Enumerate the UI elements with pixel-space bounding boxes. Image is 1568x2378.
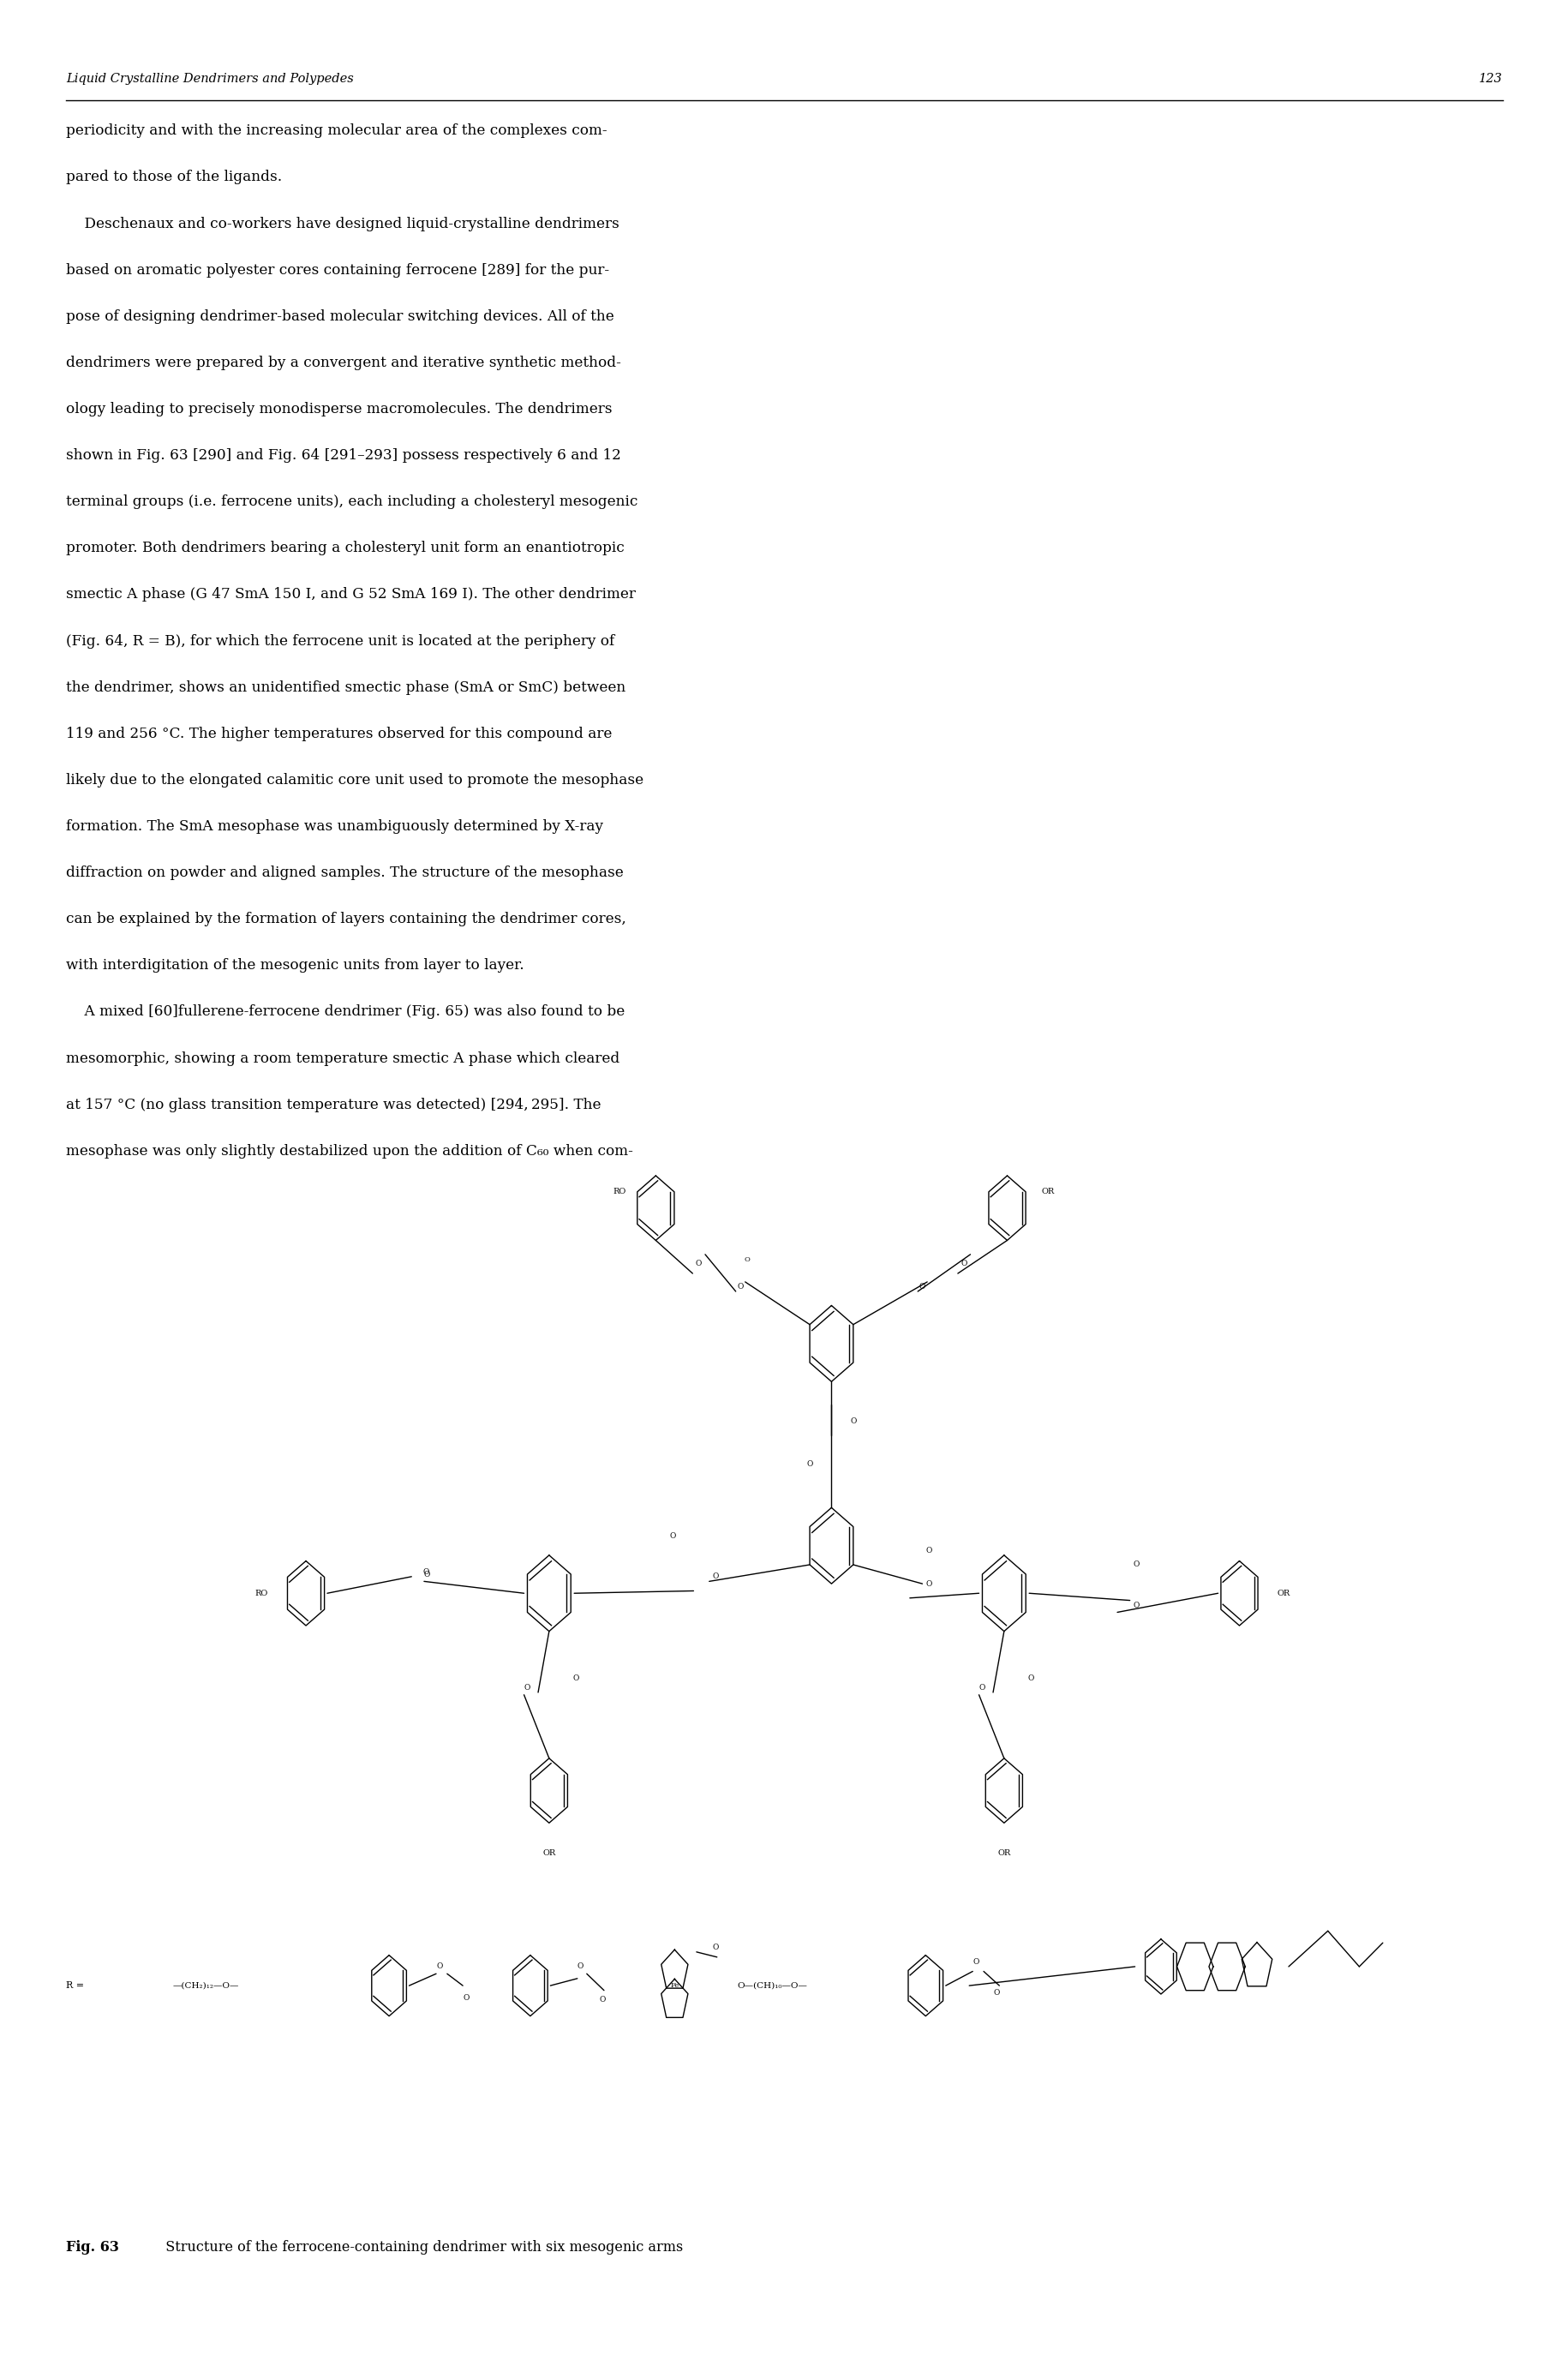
Text: pose of designing dendrimer-based molecular switching devices. All of the: pose of designing dendrimer-based molecu… [66, 309, 613, 323]
Text: pared to those of the ligands.: pared to those of the ligands. [66, 171, 282, 185]
Text: O: O [577, 1962, 583, 1971]
Text: OR: OR [543, 1848, 555, 1857]
Text: Deschenaux and co-workers have designed liquid-crystalline dendrimers: Deschenaux and co-workers have designed … [66, 216, 619, 231]
Text: O: O [524, 1684, 530, 1691]
Text: O: O [925, 1546, 931, 1555]
Text: terminal groups (i.e. ferrocene units), each including a cholesteryl mesogenic: terminal groups (i.e. ferrocene units), … [66, 495, 637, 509]
Text: (Fig. 64, R = B), for which the ferrocene unit is located at the periphery of: (Fig. 64, R = B), for which the ferrocen… [66, 633, 615, 649]
Text: periodicity and with the increasing molecular area of the complexes com-: periodicity and with the increasing mole… [66, 124, 607, 138]
Text: O: O [993, 1988, 999, 1998]
Text: O: O [850, 1417, 856, 1424]
Text: —(CH₂)₁₂—O—: —(CH₂)₁₂—O— [172, 1981, 238, 1990]
Text: O: O [463, 1993, 469, 2002]
Text: can be explained by the formation of layers containing the dendrimer cores,: can be explained by the formation of lay… [66, 911, 626, 927]
Text: O: O [670, 1531, 676, 1541]
Text: based on aromatic polyester cores containing ferrocene [289] for the pur-: based on aromatic polyester cores contai… [66, 262, 608, 278]
Text: O: O [919, 1282, 925, 1291]
Text: diffraction on powder and aligned samples. The structure of the mesophase: diffraction on powder and aligned sample… [66, 866, 622, 880]
Text: the dendrimer, shows an unidentified smectic phase (SmA or SmC) between: the dendrimer, shows an unidentified sme… [66, 680, 626, 694]
Text: O: O [712, 1572, 718, 1581]
Text: shown in Fig. 63 [290] and Fig. 64 [291–293] possess respectively 6 and 12: shown in Fig. 63 [290] and Fig. 64 [291–… [66, 447, 621, 464]
Text: O: O [806, 1460, 812, 1467]
Text: smectic A phase (G 47 SmA 150 I, and G 52 SmA 169 I). The other dendrimer: smectic A phase (G 47 SmA 150 I, and G 5… [66, 587, 635, 602]
Text: O: O [737, 1282, 743, 1291]
Text: Fig. 63: Fig. 63 [66, 2240, 119, 2254]
Text: 123: 123 [1479, 71, 1502, 83]
Text: O: O [599, 1995, 605, 2005]
Text: O: O [423, 1569, 430, 1579]
Text: O: O [972, 1957, 978, 1967]
Text: O: O [695, 1260, 701, 1267]
Text: O: O [961, 1260, 967, 1267]
Text: with interdigitation of the mesogenic units from layer to layer.: with interdigitation of the mesogenic un… [66, 958, 524, 973]
Text: mesomorphic, showing a room temperature smectic A phase which cleared: mesomorphic, showing a room temperature … [66, 1051, 619, 1065]
Text: Liquid Crystalline Dendrimers and Polypedes: Liquid Crystalline Dendrimers and Polype… [66, 71, 353, 83]
Text: 119 and 256 °C. The higher temperatures observed for this compound are: 119 and 256 °C. The higher temperatures … [66, 725, 612, 742]
Text: at 157 °C (no glass transition temperature was detected) [294, 295]. The: at 157 °C (no glass transition temperatu… [66, 1096, 601, 1113]
Text: OR: OR [997, 1848, 1010, 1857]
Text: O—(CH)₁₀—O—: O—(CH)₁₀—O— [737, 1981, 808, 1990]
Text: R =: R = [66, 1981, 85, 1990]
Text: RO: RO [613, 1189, 626, 1196]
Text: Structure of the ferrocene-containing dendrimer with six mesogenic arms: Structure of the ferrocene-containing de… [157, 2240, 682, 2254]
Text: O: O [1132, 1560, 1138, 1569]
Text: O: O [743, 1256, 750, 1263]
Text: likely due to the elongated calamitic core unit used to promote the mesophase: likely due to the elongated calamitic co… [66, 773, 643, 787]
Text: formation. The SmA mesophase was unambiguously determined by X-ray: formation. The SmA mesophase was unambig… [66, 818, 602, 835]
Text: O: O [1132, 1600, 1138, 1610]
Text: OR: OR [1041, 1189, 1054, 1196]
Text: O: O [572, 1674, 579, 1681]
Text: O: O [1027, 1674, 1033, 1681]
Text: mesophase was only slightly destabilized upon the addition of C₆₀ when com-: mesophase was only slightly destabilized… [66, 1144, 632, 1158]
Text: O: O [925, 1579, 931, 1589]
Text: promoter. Both dendrimers bearing a cholesteryl unit form an enantiotropic: promoter. Both dendrimers bearing a chol… [66, 540, 624, 556]
Text: O: O [422, 1567, 428, 1577]
Text: dendrimers were prepared by a convergent and iterative synthetic method-: dendrimers were prepared by a convergent… [66, 354, 621, 371]
Text: Fe: Fe [670, 1983, 679, 1988]
Text: RO: RO [256, 1589, 268, 1598]
Text: O: O [436, 1962, 442, 1971]
Text: OR: OR [1276, 1589, 1289, 1598]
Text: A mixed [60]fullerene-ferrocene dendrimer (Fig. 65) was also found to be: A mixed [60]fullerene-ferrocene dendrime… [66, 1004, 624, 1020]
Text: O: O [978, 1684, 985, 1691]
Text: O: O [712, 1943, 718, 1952]
Text: ology leading to precisely monodisperse macromolecules. The dendrimers: ology leading to precisely monodisperse … [66, 402, 612, 416]
